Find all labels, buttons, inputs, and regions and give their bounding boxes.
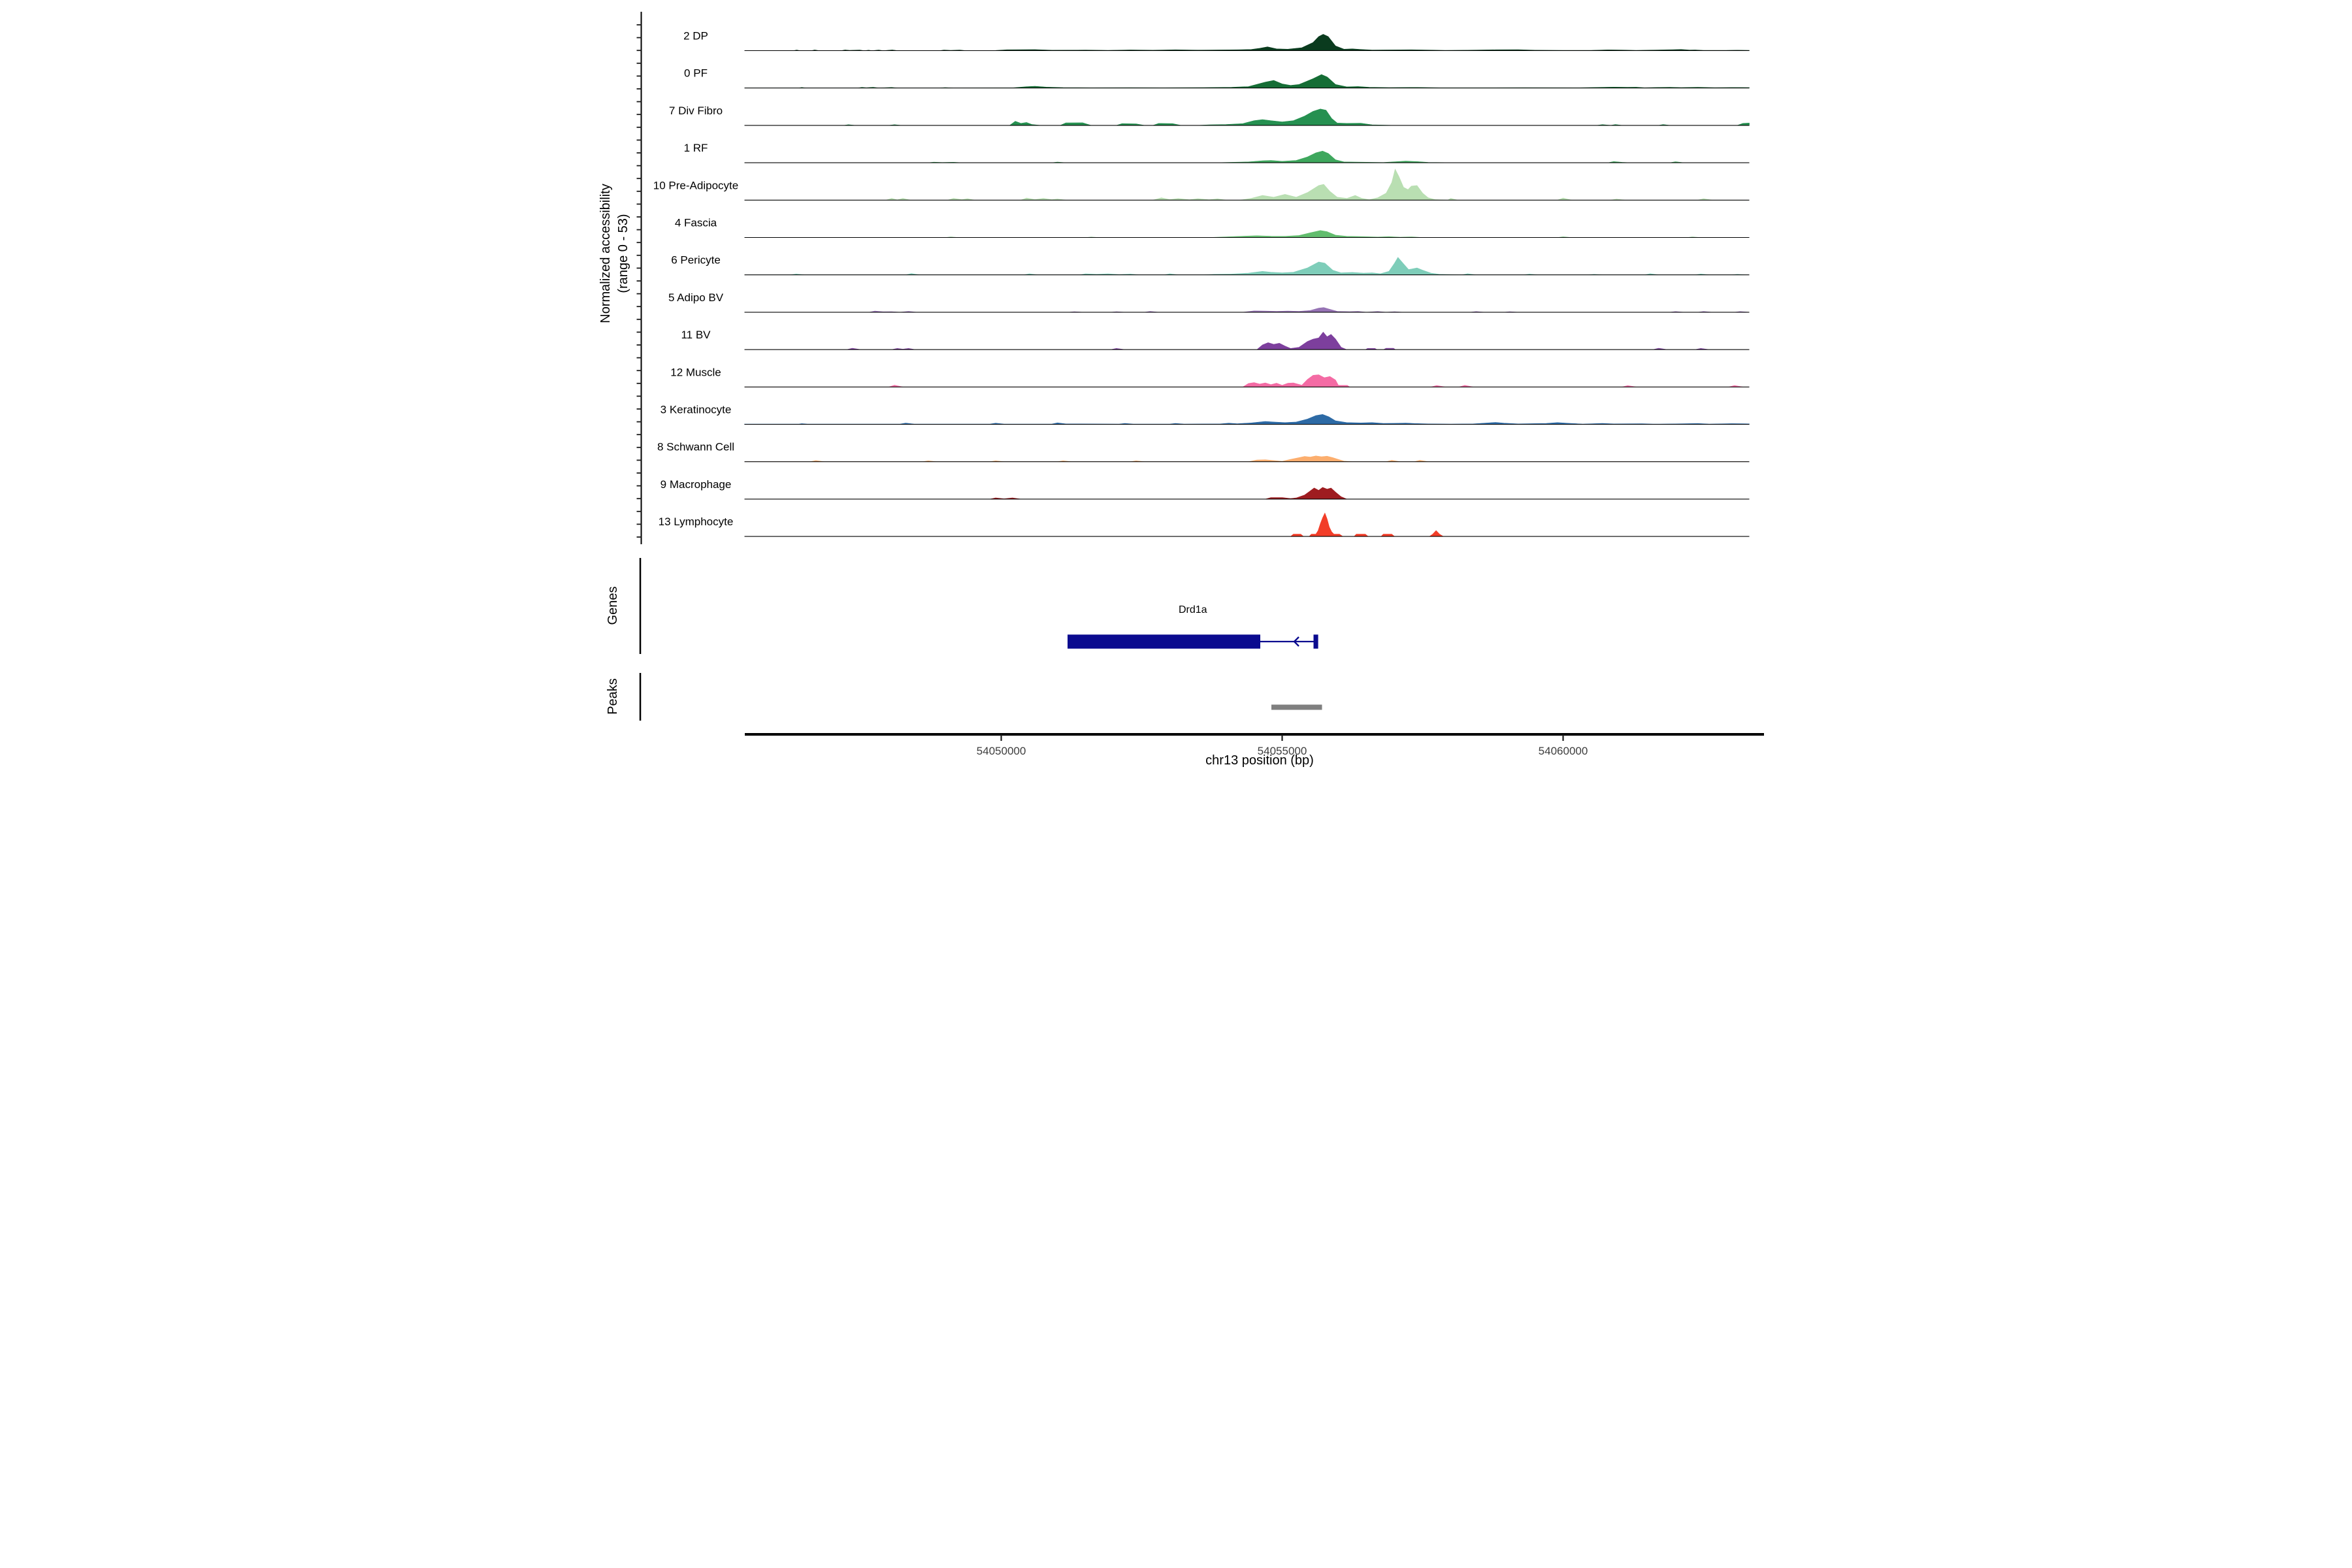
coverage-plot: Normalized accessibility (range 0 - 53) … (588, 0, 1764, 784)
coverage-area (744, 455, 1750, 462)
track-label: 5 Adipo BV (668, 291, 724, 304)
coverage-area (744, 150, 1750, 163)
genes-section-label: Genes (606, 587, 620, 625)
track-row: 1 RF (684, 142, 1750, 163)
y-axis-ruler (636, 12, 642, 544)
gene-strand-arrow (1293, 636, 1299, 647)
gene-body (1068, 634, 1260, 649)
track-row: 7 Div Fibro (669, 105, 1750, 126)
track-label: 11 BV (681, 329, 711, 341)
y-axis-title-line1: Normalized accessibility (598, 184, 613, 323)
track-row: 6 Pericyte (671, 254, 1750, 276)
x-axis-tick-label: 54060000 (1539, 745, 1588, 757)
track-label: 10 Pre-Adipocyte (653, 179, 738, 191)
coverage-area (744, 414, 1750, 425)
peaks-section-label: Peaks (606, 678, 620, 715)
gene-label: Drd1a (1179, 604, 1207, 615)
track-label: 2 DP (683, 30, 708, 42)
track-label: 13 Lymphocyte (659, 515, 734, 528)
track-row: 5 Adipo BV (668, 291, 1750, 313)
track-row: 9 Macrophage (661, 478, 1750, 500)
coverage-area (744, 230, 1750, 238)
peak-bar (1271, 704, 1322, 710)
y-axis-title-line2: (range 0 - 53) (616, 214, 630, 293)
track-row: 8 Schwann Cell (657, 441, 1750, 463)
coverage-area (744, 34, 1750, 51)
track-row: 3 Keratinocyte (661, 404, 1750, 425)
coverage-area (744, 108, 1750, 126)
track-label: 7 Div Fibro (669, 105, 723, 117)
coverage-area (744, 74, 1750, 89)
track-label: 1 RF (684, 142, 708, 154)
coverage-area (744, 512, 1750, 537)
gene-tss-exon (1313, 634, 1318, 649)
track-label: 12 Muscle (670, 366, 721, 378)
peaks-panel (1271, 704, 1322, 710)
track-row: 12 Muscle (670, 366, 1750, 387)
track-label: 4 Fascia (675, 217, 717, 229)
coverage-area (744, 169, 1750, 201)
track-row: 4 Fascia (675, 217, 1750, 238)
coverage-area (744, 307, 1750, 313)
track-row: 13 Lymphocyte (659, 512, 1750, 537)
x-axis-ticks: 54050000 54055000 54060000 (977, 734, 1588, 757)
track-label: 8 Schwann Cell (657, 441, 734, 453)
coverage-area (744, 374, 1750, 387)
x-axis-title: chr13 position (bp) (1205, 753, 1314, 768)
x-axis-tick-label: 54050000 (977, 745, 1026, 757)
x-axis-tick-label: 54055000 (1258, 745, 1307, 757)
coverage-area (744, 487, 1750, 500)
coverage-area (744, 257, 1750, 276)
track-label: 6 Pericyte (671, 254, 721, 267)
tracks-panel: 2 DP 0 PF 7 Div Fibro 1 RF 10 Pre-Adipocyte 4… (653, 30, 1750, 537)
track-row: 10 Pre-Adipocyte (653, 169, 1750, 201)
track-row: 11 BV (681, 329, 1750, 350)
track-row: 0 PF (684, 67, 1750, 89)
track-label: 0 PF (684, 67, 708, 80)
track-row: 2 DP (683, 30, 1750, 52)
gene-model: Drd1a (1068, 604, 1318, 649)
figure-container: Normalized accessibility (range 0 - 53) … (588, 0, 1764, 784)
track-label: 3 Keratinocyte (661, 404, 732, 416)
coverage-area (744, 331, 1750, 350)
track-label: 9 Macrophage (661, 478, 732, 491)
